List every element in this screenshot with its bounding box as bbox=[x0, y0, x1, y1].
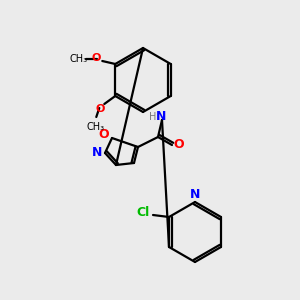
Text: O: O bbox=[99, 128, 109, 142]
Text: Cl: Cl bbox=[136, 206, 150, 218]
Text: O: O bbox=[174, 139, 184, 152]
Text: N: N bbox=[190, 188, 200, 202]
Text: H: H bbox=[149, 112, 157, 122]
Text: N: N bbox=[156, 110, 166, 124]
Text: N: N bbox=[92, 146, 102, 160]
Text: O: O bbox=[92, 53, 101, 63]
Text: O: O bbox=[96, 104, 105, 114]
Text: CH₃: CH₃ bbox=[86, 122, 104, 132]
Text: CH₃: CH₃ bbox=[69, 54, 87, 64]
